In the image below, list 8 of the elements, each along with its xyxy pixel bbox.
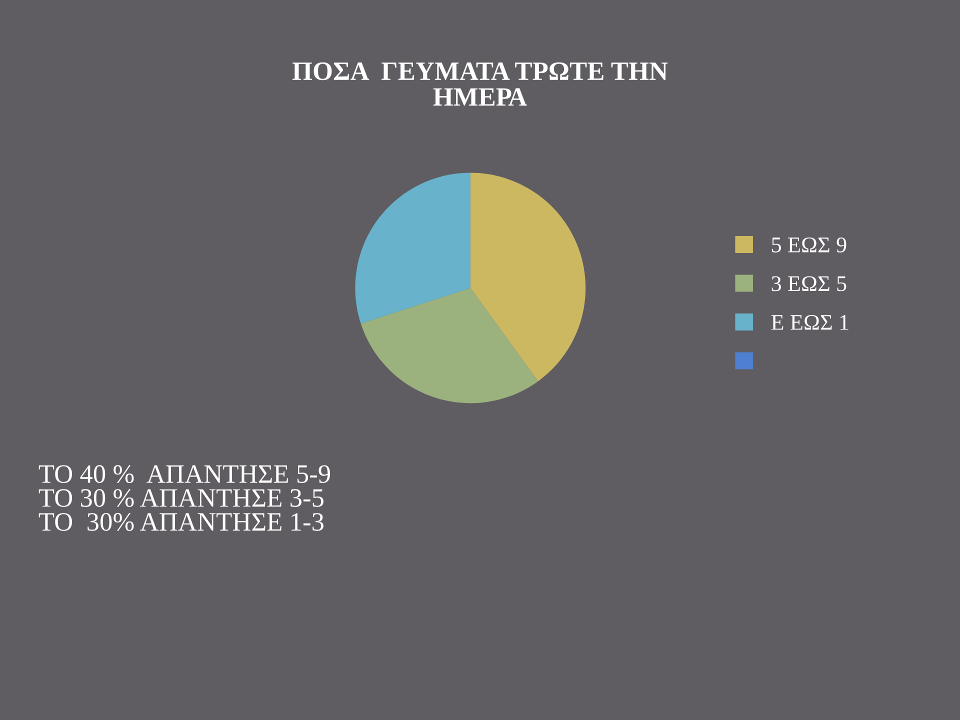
legend-label: 5 ΕΩΣ 9 xyxy=(772,238,846,252)
pie-slice xyxy=(470,172,586,382)
pie-slice xyxy=(355,172,470,324)
pie-slice xyxy=(360,288,538,404)
legend-label: Ε ΕΩΣ 1 xyxy=(771,314,848,330)
legend-label: 3 ΕΩΣ 5 xyxy=(772,276,846,292)
chart-title: ΠΟΣΑ ΓΕΥΜΑΤΑ ΤΡΩΤΕ ΤΗΝ ΗΜΕΡΑ xyxy=(292,62,668,106)
text: ΤΟ 40 % ΑΠΑΝΤΗΣΕ 5-9 ΤΟ 30 % ΑΠΑΝΤΗΣΕ 3-5 ΤΟ 30% ΑΠΑΝΤΗΣΕ 1-3 xyxy=(38,465,330,531)
